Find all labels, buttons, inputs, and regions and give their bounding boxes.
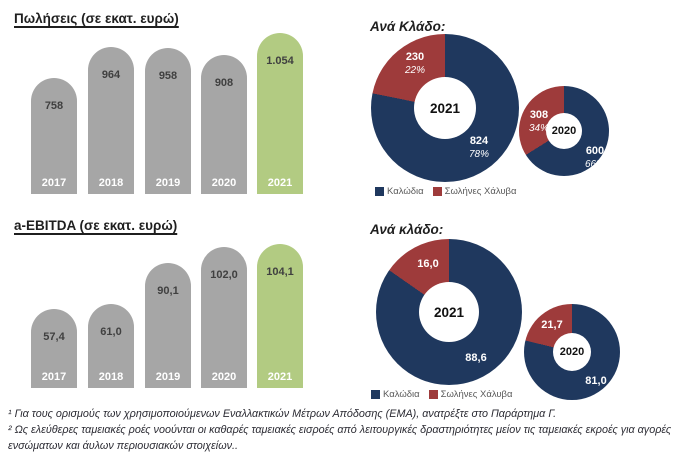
segment-percent: 78% xyxy=(468,149,489,161)
donut-segment-label-cables: 824 78% xyxy=(449,134,509,161)
ebitda-donut-legend: Καλώδια Σωλήνες Χάλυβα xyxy=(371,389,513,400)
bar-year-label: 2019 xyxy=(155,177,181,189)
donut-center-year: 2021 xyxy=(419,282,479,342)
donut-segment-label-steel: 308 34% xyxy=(517,108,561,135)
donut-center-year: 2020 xyxy=(553,333,591,371)
bar-year-label: 2017 xyxy=(41,177,67,189)
sales-bar-2018: 964 2018 xyxy=(88,46,134,194)
donut-center-year: 2020 xyxy=(546,113,582,149)
sales-segment-title: Ανά Κλάδο: xyxy=(370,19,446,34)
bar-value-label: 908 xyxy=(214,77,234,90)
donut-segment-label-cables: 600 66% xyxy=(573,144,617,171)
bar-value-label: 1.054 xyxy=(266,55,294,67)
donut-segment-label-cables: 88,6 xyxy=(448,351,504,365)
donut-segment-label-steel: 16,0 xyxy=(400,257,456,271)
ebitda-bar-2017: 57,4 2017 xyxy=(31,308,77,388)
bar-value-label: 104,1 xyxy=(266,266,294,278)
sales-bar-2019: 958 2019 xyxy=(145,47,191,194)
ebitda-donut-2021: 16,0 88,6 2021 xyxy=(376,239,522,385)
donut-center-year: 2021 xyxy=(414,77,476,139)
bar-value-label: 102,0 xyxy=(210,268,238,281)
legend-label: Καλώδια xyxy=(387,186,424,197)
sales-donut-2021: 230 22% 824 78% 2021 xyxy=(371,34,519,182)
ebitda-chart-title: a-EBITDA (σε εκατ. ευρώ) xyxy=(14,218,178,233)
bar-value-label: 90,1 xyxy=(157,285,179,298)
footnote-1: ¹ Για τους ορισμούς των χρησιμοποιούμενω… xyxy=(8,408,557,420)
segment-value: 308 xyxy=(529,109,549,121)
legend-item-cables: Καλώδια xyxy=(375,186,424,197)
segment-percent: 66% xyxy=(584,159,605,171)
segment-value: 600 xyxy=(585,145,605,157)
bar-value-label: 958 xyxy=(158,69,178,82)
bar-year-label: 2020 xyxy=(211,371,237,383)
legend-item-steel-pipes: Σωλήνες Χάλυβα xyxy=(432,186,517,197)
steel-pipes-swatch-icon xyxy=(428,390,438,399)
sales-chart-title: Πωλήσεις (σε εκατ. ευρώ) xyxy=(14,11,179,26)
ebitda-bar-2020: 102,0 2020 xyxy=(201,246,247,388)
segment-value: 81,0 xyxy=(585,375,607,387)
legend-item-steel-pipes: Σωλήνες Χάλυβα xyxy=(428,389,513,400)
segment-percent: 34% xyxy=(528,123,549,135)
segment-value: 16,0 xyxy=(417,258,439,270)
ebitda-bar-2018: 61,0 2018 xyxy=(88,303,134,388)
cables-swatch-icon xyxy=(375,187,384,196)
sales-donut-2020: 308 34% 600 66% 2020 xyxy=(519,86,609,176)
ebitda-bar-chart: 57,4 2017 61,0 2018 90,1 2019 102,0 2020… xyxy=(0,244,348,388)
sales-bar-chart: 758 2017 964 2018 958 2019 908 2020 1.05… xyxy=(0,33,348,194)
ebitda-bar-2019: 90,1 2019 xyxy=(145,263,191,388)
donut-segment-label-cables: 81,0 xyxy=(572,374,620,388)
ebitda-bar-2021: 104,1 2021 xyxy=(257,244,303,388)
footnote-2: ² Ως ελεύθερες ταμειακές ροές νοούνται ο… xyxy=(8,424,672,453)
segment-value: 824 xyxy=(469,135,489,147)
sales-bar-2021: 1.054 2021 xyxy=(257,33,303,194)
bar-year-label: 2020 xyxy=(211,177,237,189)
steel-pipes-swatch-icon xyxy=(432,187,442,196)
segment-value: 21,7 xyxy=(541,319,563,331)
cables-swatch-icon xyxy=(371,390,380,399)
bar-year-label: 2018 xyxy=(98,371,124,383)
bar-year-label: 2021 xyxy=(267,371,293,383)
bar-year-label: 2021 xyxy=(267,177,293,189)
legend-label: Καλώδια xyxy=(383,389,420,400)
donut-segment-label-steel: 21,7 xyxy=(526,318,578,332)
bar-year-label: 2019 xyxy=(155,371,181,383)
sales-donut-legend: Καλώδια Σωλήνες Χάλυβα xyxy=(375,186,517,197)
legend-item-cables: Καλώδια xyxy=(371,389,420,400)
bar-value-label: 964 xyxy=(101,68,121,81)
bar-value-label: 61,0 xyxy=(100,325,122,338)
footnotes: ¹ Για τους ορισμούς των χρησιμοποιούμενω… xyxy=(8,406,692,455)
segment-value: 230 xyxy=(405,51,425,63)
bar-value-label: 57,4 xyxy=(43,330,65,343)
bar-year-label: 2017 xyxy=(41,371,67,383)
sales-bar-2020: 908 2020 xyxy=(201,55,247,194)
donut-segment-label-steel: 230 22% xyxy=(385,50,445,77)
ebitda-segment-title: Ανά κλάδο: xyxy=(370,222,444,237)
bar-year-label: 2018 xyxy=(98,177,124,189)
segment-percent: 22% xyxy=(404,65,425,77)
legend-label: Σωλήνες Χάλυβα xyxy=(444,186,517,197)
segment-value: 88,6 xyxy=(465,352,487,364)
ebitda-donut-2020: 21,7 81,0 2020 xyxy=(524,304,620,400)
bar-value-label: 758 xyxy=(44,100,64,113)
legend-label: Σωλήνες Χάλυβα xyxy=(440,389,513,400)
sales-bar-2017: 758 2017 xyxy=(31,78,77,194)
